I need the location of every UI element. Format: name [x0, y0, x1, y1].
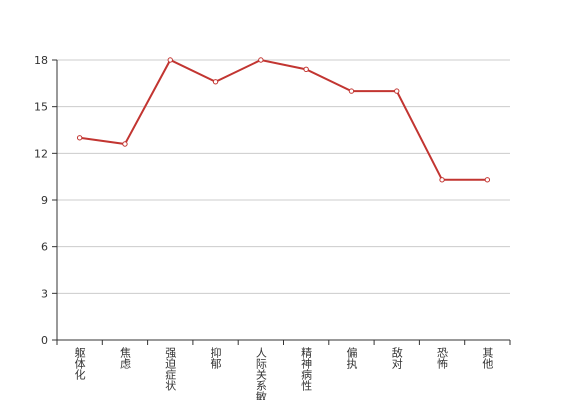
- y-tick-label: 18: [34, 54, 48, 67]
- data-point: [484, 177, 491, 183]
- x-tick-label: 强迫症状: [164, 347, 177, 391]
- x-tick-label: 人际关系敏感: [254, 347, 267, 400]
- data-point: [167, 57, 173, 63]
- data-point: [212, 79, 219, 85]
- x-tick-label: 躯体化: [73, 347, 86, 381]
- data-line: [79, 58, 488, 181]
- x-tick-label: 敌对: [390, 346, 403, 369]
- y-tick-label: 15: [34, 101, 48, 114]
- data-point: [122, 141, 128, 147]
- y-tick-label: 6: [41, 241, 48, 254]
- data-point: [439, 177, 445, 183]
- data-point: [348, 88, 355, 94]
- y-tick-label: 0: [41, 334, 48, 347]
- x-tick-label: 偏执: [345, 346, 358, 370]
- data-point: [258, 57, 264, 63]
- data-point: [394, 88, 400, 94]
- y-tick-label: 9: [41, 194, 48, 207]
- data-point: [76, 135, 83, 141]
- x-tick-label: 其他: [481, 347, 494, 369]
- x-tick-label: 精神病性: [300, 347, 313, 392]
- y-tick-label: 3: [41, 287, 48, 300]
- y-tick-label: 12: [34, 147, 48, 160]
- data-point: [303, 66, 309, 73]
- x-tick-label: 恐怖: [436, 347, 449, 369]
- x-tick-label: 抑郁: [209, 346, 222, 369]
- x-tick-label: 焦虑: [118, 347, 131, 369]
